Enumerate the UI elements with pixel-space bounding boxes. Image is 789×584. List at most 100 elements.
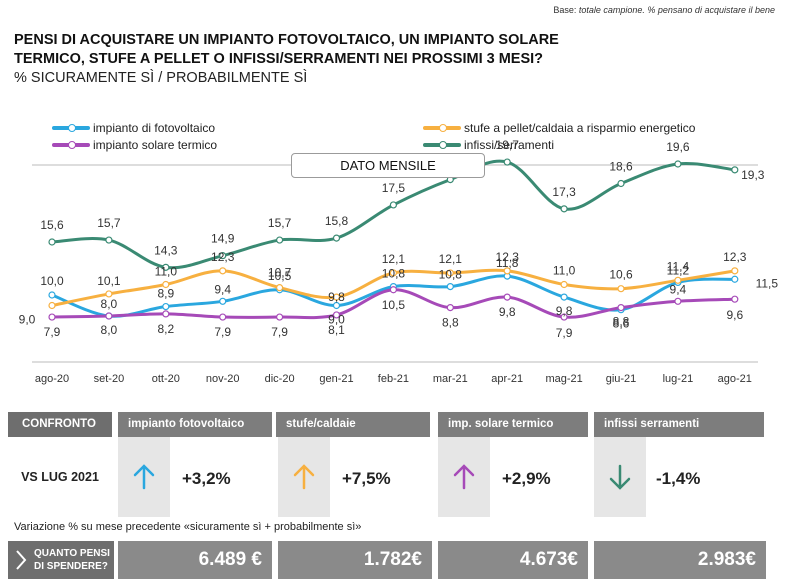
data-label-stufe-6: 12,1 [382,252,406,266]
series-points [48,158,739,321]
point-solare-5 [332,311,341,319]
data-label-fotovoltaico-6: 10,8 [382,267,406,281]
data-label-solare-7: 8,8 [442,316,459,330]
legend-item-infissi: infissi/serramenti [423,138,554,152]
data-label-infissi-5: 15,8 [325,214,349,228]
data-label-solare-1: 8,0 [101,323,118,337]
base-text: totale campione. % pensano di acquistare… [578,5,775,15]
point-fotovoltaico-2 [162,302,170,311]
data-label-infissi-2: 14,3 [154,243,178,257]
x-tick-apr-21: apr-21 [491,373,523,385]
point-solare-3 [219,313,227,321]
data-label-fotovoltaico-1: 8,0 [101,297,118,311]
arrow-up-icon [453,464,475,490]
legend-swatch-fotovoltaico [52,124,90,132]
point-infissi-5 [332,234,341,242]
chart-title: PENSI DI ACQUISTARE UN IMPIANTO FOTOVOLT… [14,31,714,69]
legend-item-fotovoltaico: impianto di fotovoltaico [52,121,215,135]
data-label-infissi-8: 19,7 [496,138,520,152]
point-stufe-1 [105,290,113,298]
point-solare-10 [617,304,625,312]
point-stufe-10 [617,285,625,293]
data-label-solare-11: 9,4 [670,282,687,296]
point-solare-4 [276,313,284,321]
x-tick-feb-21: feb-21 [378,373,409,385]
data-label-stufe-7: 12,1 [439,252,463,266]
data-label-stufe-9: 11,0 [553,264,576,278]
point-fotovoltaico-7 [446,283,454,291]
data-label-infissi-4: 15,7 [268,216,292,230]
legend-label-infissi: infissi/serramenti [464,138,555,152]
delta-fotovoltaico: +3,2% [182,469,231,488]
x-tick-dic-20: dic-20 [265,373,295,385]
data-label-fotovoltaico-0: 10,0 [40,274,64,288]
arrow-down-icon [609,464,631,490]
point-solare-6 [389,286,397,294]
data-label-stufe-11: 11,4 [667,259,690,273]
data-label-fotovoltaico-7: 10,8 [439,268,463,282]
x-tick-mar-21: mar-21 [433,373,468,385]
point-fotovoltaico-9 [560,293,568,301]
data-label-infissi-12: 19,3 [741,168,765,182]
point-fotovoltaico-5 [332,301,341,310]
data-label-stufe-4: 10,7 [268,266,292,280]
point-infissi-8 [503,158,511,166]
data-label-stufe-12: 12,3 [723,250,747,264]
data-label-fotovoltaico-4: 10,5 [268,269,292,283]
spend-label-line-2: DI SPENDERE? [34,561,108,572]
data-label-solare-9: 7,9 [556,326,573,340]
point-stufe-2 [162,280,170,289]
data-label-solare-8: 9,8 [499,305,516,319]
point-infissi-6 [389,201,397,209]
data-label-solare-4: 7,9 [271,325,288,339]
x-tick-set-20: set-20 [94,373,125,385]
point-infissi-12 [731,166,739,174]
legend-label-stufe: stufe a pellet/caldaia a risparmio energ… [464,121,696,135]
header-infissi: infissi serramenti [594,412,764,437]
arrow-box-infissi [594,437,646,517]
arrow-up-icon [133,464,155,490]
data-label-fotovoltaico-3: 9,4 [214,282,231,296]
point-stufe-9 [560,280,568,289]
data-label-stufe-5: 9,8 [328,290,345,304]
x-tick-nov-20: nov-20 [206,373,240,385]
point-solare-11 [674,297,682,305]
data-label-infissi-10: 18,6 [609,160,633,174]
data-label-fotovoltaico-5: 9,0 [328,313,345,327]
delta-infissi: -1,4% [656,469,701,488]
data-label-solare-3: 7,9 [214,325,231,339]
data-label-stufe-1: 10,1 [97,274,121,288]
data-label-stufe-8: 12,3 [496,250,520,264]
data-label-infissi-9: 17,3 [552,185,576,199]
data-label-fotovoltaico-11: 11,2 [667,263,690,277]
arrow-box-fotovoltaico [118,437,170,517]
point-solare-1 [105,312,113,320]
data-label-infissi-6: 17,5 [382,181,406,195]
spend-stufe: 1.782€ [278,541,432,579]
point-infissi-0 [48,238,56,246]
data-label-fotovoltaico-12: 11,5 [756,276,779,290]
chevron-right-icon [16,550,27,570]
data-label-fotovoltaico-8: 11,8 [496,256,519,270]
point-stufe-5 [332,293,341,301]
data-label-solare-0: 7,9 [44,325,61,339]
arrow-box-solare [438,437,490,517]
base-note: Base: totale campione. % pensano di acqu… [553,5,775,15]
point-stufe-4 [276,284,284,292]
point-infissi-4 [276,236,284,244]
data-labels: 15,615,714,314,915,715,817,518,819,717,3… [19,138,779,340]
confronto-header: CONFRONTO [8,412,112,437]
x-axis-ticks: ago-20 set-20 ott-20 nov-20 dic-20 gen-21 feb-… [35,373,752,385]
header-solare: imp. solare termico [438,412,588,437]
point-stufe-12 [731,267,739,275]
dato-mensile-box: DATO MENSILE [291,153,485,178]
point-stufe-8 [503,267,511,275]
legend-item-solare: impianto solare termico [52,138,217,152]
data-label-solare-5: 8,1 [328,323,345,337]
line-chart: 15,615,714,314,915,715,817,518,819,717,3… [19,138,779,385]
point-fotovoltaico-12 [731,275,739,283]
point-stufe-3 [219,267,227,275]
arrow-box-stufe [278,437,330,517]
data-label-stufe-10: 10,6 [609,268,633,282]
data-label-fotovoltaico-10: 8,6 [613,317,630,331]
